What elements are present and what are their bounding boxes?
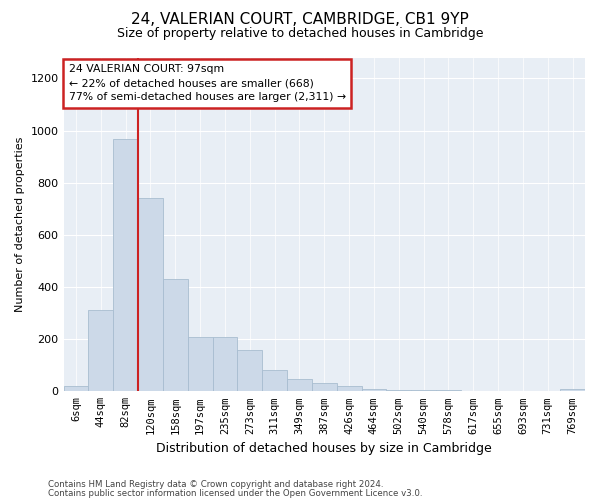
Text: 24 VALERIAN COURT: 97sqm
← 22% of detached houses are smaller (668)
77% of semi-: 24 VALERIAN COURT: 97sqm ← 22% of detach… [69,64,346,102]
Bar [64,386,88,392]
Bar [88,310,113,392]
Bar [436,390,461,392]
Bar [163,279,188,392]
Bar [113,139,138,392]
Bar [461,390,485,392]
Bar [485,391,511,392]
Text: Contains public sector information licensed under the Open Government Licence v3: Contains public sector information licen… [48,488,422,498]
Bar [287,379,312,392]
Bar [188,336,212,392]
Bar [138,198,163,392]
Bar [238,350,262,392]
Bar [362,388,386,392]
Text: Contains HM Land Registry data © Crown copyright and database right 2024.: Contains HM Land Registry data © Crown c… [48,480,383,489]
Bar [212,336,238,392]
Bar [312,384,337,392]
Bar [262,370,287,392]
Bar [337,386,362,392]
Bar [386,390,411,392]
Bar [411,390,436,392]
Y-axis label: Number of detached properties: Number of detached properties [15,136,25,312]
X-axis label: Distribution of detached houses by size in Cambridge: Distribution of detached houses by size … [157,442,492,455]
Bar [560,389,585,392]
Text: Size of property relative to detached houses in Cambridge: Size of property relative to detached ho… [117,28,483,40]
Text: 24, VALERIAN COURT, CAMBRIDGE, CB1 9YP: 24, VALERIAN COURT, CAMBRIDGE, CB1 9YP [131,12,469,28]
